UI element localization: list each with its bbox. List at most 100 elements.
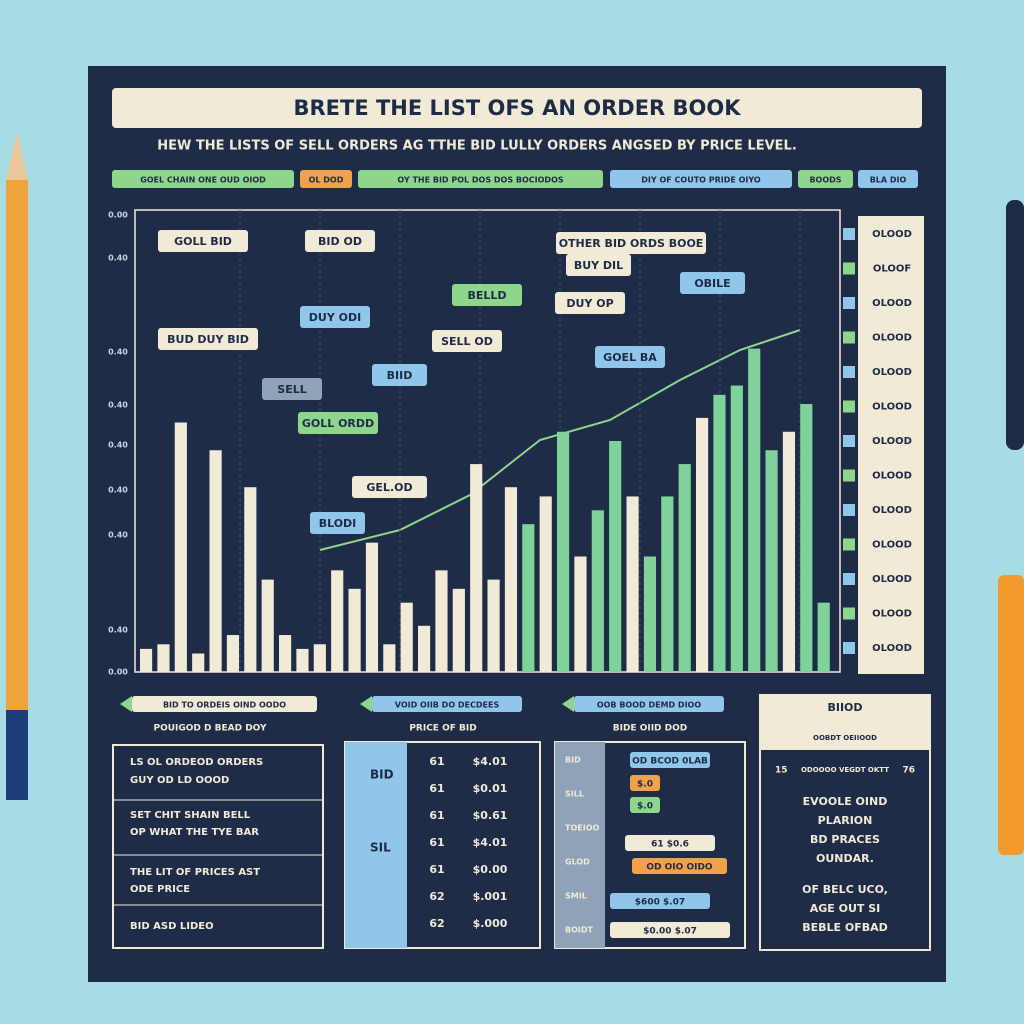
pen [1006,200,1024,450]
side-price: OLOOD [872,333,912,344]
bar [331,570,344,672]
right-line: BD PRACES [810,833,880,846]
third-label: BID [565,756,581,765]
legend-item: GOEL CHAIN ONE OUD OIOD [140,176,266,185]
arrow-label: BID TO ORDEIS OIND OODO [163,701,286,710]
bar [730,385,743,672]
bar [643,556,657,672]
third-chip-bg [630,752,710,768]
left-box-line: SET CHIT SHAIN BELL [130,810,251,821]
bar [661,496,674,672]
trend-line [319,329,801,551]
callout: GOLL ORDD [302,417,374,430]
left-box-line: GUY OD LD OOOD [130,775,229,786]
callout: SELL OD [441,335,493,348]
arrow-label-bg [132,696,317,712]
bar [452,588,465,672]
side-chip [843,469,855,482]
bar [226,635,240,672]
side-price: OLOOD [872,643,912,654]
right-right: 76 [902,766,915,776]
bar [817,602,830,672]
table-cell: 62 [429,890,444,903]
legend-item-bg [358,170,603,188]
side-chip [843,642,855,654]
callout-bg [262,378,322,400]
side-price: OLOOD [872,298,912,309]
legend-item-bg [300,170,352,188]
bar [539,496,552,672]
bar [504,487,518,672]
callout: BUY DIL [574,259,623,272]
arrow [120,696,132,712]
bar [574,556,587,672]
callout-bg [432,330,502,352]
bar [313,644,326,672]
bar [418,625,431,672]
callout-bg [372,364,427,386]
table-cell: $.001 [473,890,508,903]
pencil [6,180,28,800]
table-cell: $.000 [473,917,508,930]
middle-side [345,742,407,948]
legend-item: OY THE BID POL DOS DOS BOCIODOS [397,176,564,185]
arrow-label-bg [372,696,522,712]
third-chip: $.0 [637,802,653,812]
bar [782,431,796,672]
legend-item-bg [858,170,918,188]
third-chip: $600 $.07 [635,898,685,908]
y-label: 0.00 [108,668,128,677]
bar [157,644,170,672]
callout-bg [298,412,378,434]
right-line: OUNDAR. [816,852,874,865]
third-chip-bg [630,775,660,791]
y-label: 0.40 [108,348,128,357]
caption: POUIGOD D BEAD DOY [153,724,267,734]
bar [609,441,622,672]
right-line: PLARION [818,814,873,827]
side-label: SIL [370,841,391,855]
right-title: BIIOD [827,701,862,714]
bar [487,579,500,672]
bar [174,422,187,672]
table-cell: $4.01 [473,755,508,768]
right-line: AGE OUT SI [810,902,881,915]
right-sub: OOBDT OEIIOOD [813,734,877,742]
side-price: OLOOD [872,229,912,240]
side-price: OLOOD [872,540,912,551]
legend-item-bg [112,170,294,188]
table-cell: $0.00 [473,863,508,876]
callout: BIID [387,369,413,382]
callout: OBILE [694,277,730,290]
side-price: OLOOD [872,367,912,378]
bar [678,464,691,672]
third-label: GLOD [565,858,590,867]
side-chip [843,228,855,240]
table-cell: 61 [429,782,444,795]
bar [261,579,274,672]
bar [591,510,604,672]
bar [626,496,639,672]
callout-bg [595,346,665,368]
side-chip [843,331,855,344]
callout: SELL [277,383,306,396]
bar [140,648,153,672]
third-chip: OD BCOD 0LAB [632,757,708,767]
title: BRETE THE LIST OFS AN ORDER BOOK [293,96,741,120]
side-price: OLOOF [873,264,911,275]
side-chip [843,607,855,620]
side-price: OLOOD [872,402,912,413]
left-box [112,744,324,949]
left-box-line: LS OL ORDEOD ORDERS [130,757,263,768]
side-chip [843,262,855,275]
callout-bg [310,512,365,534]
bar [296,648,309,672]
third-chip-bg [630,797,660,813]
third-label: SILL [565,790,584,799]
callout-bg [566,254,631,276]
legend-item: DIY OF COUTO PRIDE OIYO [641,176,761,185]
bar [365,542,379,672]
side-price: OLOOD [872,609,912,620]
callout-bg [555,292,625,314]
